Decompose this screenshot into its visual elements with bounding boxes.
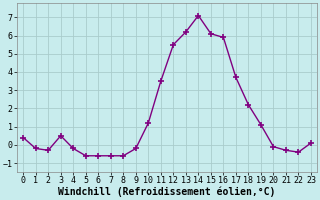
X-axis label: Windchill (Refroidissement éolien,°C): Windchill (Refroidissement éolien,°C) [58,187,276,197]
